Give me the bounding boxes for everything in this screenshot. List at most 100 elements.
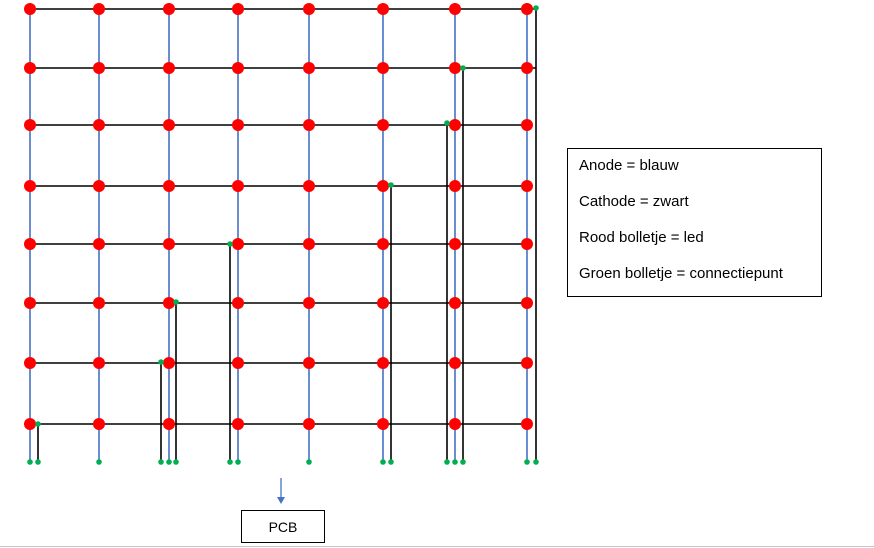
- connection-point: [166, 459, 172, 465]
- led-dot: [521, 62, 533, 74]
- led-dot: [377, 180, 389, 192]
- led-dot: [521, 180, 533, 192]
- connection-point: [227, 241, 233, 247]
- led-dot: [24, 418, 36, 430]
- connection-point: [306, 459, 312, 465]
- connection-point: [96, 459, 102, 465]
- led-dot: [377, 297, 389, 309]
- bottom-divider: [0, 546, 874, 547]
- connection-point: [35, 421, 41, 427]
- connection-point: [380, 459, 386, 465]
- led-dot: [449, 238, 461, 250]
- connection-point: [388, 182, 394, 188]
- connection-point: [27, 459, 33, 465]
- led-dot: [303, 62, 315, 74]
- led-dot: [377, 3, 389, 15]
- led-dot: [93, 3, 105, 15]
- led-dot: [93, 418, 105, 430]
- led-dot: [232, 418, 244, 430]
- connection-point: [235, 459, 241, 465]
- connection-point: [158, 459, 164, 465]
- led-dot: [163, 62, 175, 74]
- led-dot: [521, 3, 533, 15]
- led-dot: [449, 418, 461, 430]
- connection-point: [533, 5, 539, 11]
- connection-point: [460, 65, 466, 71]
- led-dot: [232, 357, 244, 369]
- legend-box: Anode = blauw Cathode = zwart Rood bolle…: [567, 148, 822, 297]
- led-dot: [521, 238, 533, 250]
- led-dot: [93, 297, 105, 309]
- connection-point: [227, 459, 233, 465]
- led-dot: [521, 297, 533, 309]
- led-dot: [24, 238, 36, 250]
- connection-point: [388, 459, 394, 465]
- anode-lines: [29, 9, 528, 462]
- led-dot: [163, 3, 175, 15]
- legend-anode-text: Anode = blauw: [579, 157, 679, 174]
- led-dot: [163, 418, 175, 430]
- led-dot: [232, 180, 244, 192]
- led-dot: [163, 180, 175, 192]
- legend-led-text: Rood bolletje = led: [579, 229, 704, 246]
- led-dot: [377, 418, 389, 430]
- led-dot: [24, 297, 36, 309]
- connection-point: [444, 120, 450, 126]
- led-dot: [232, 62, 244, 74]
- led-dot: [377, 238, 389, 250]
- led-dot: [24, 62, 36, 74]
- led-dot: [449, 297, 461, 309]
- led-dot: [93, 180, 105, 192]
- led-dot: [303, 238, 315, 250]
- led-dot: [93, 62, 105, 74]
- led-dot: [24, 357, 36, 369]
- connection-point: [460, 459, 466, 465]
- connection-point: [452, 459, 458, 465]
- led-dot: [303, 297, 315, 309]
- led-dot: [232, 238, 244, 250]
- led-dot: [521, 119, 533, 131]
- connection-point: [173, 459, 179, 465]
- connection-point: [524, 459, 530, 465]
- led-dot: [24, 3, 36, 15]
- led-dot: [449, 357, 461, 369]
- led-dot: [377, 62, 389, 74]
- led-dot: [377, 119, 389, 131]
- led-dot: [449, 62, 461, 74]
- led-dot: [24, 180, 36, 192]
- led-dot: [303, 119, 315, 131]
- led-dot: [163, 357, 175, 369]
- pcb-arrow: [277, 478, 285, 504]
- led-dot: [163, 297, 175, 309]
- led-dot: [303, 180, 315, 192]
- led-dot: [521, 357, 533, 369]
- led-dots: [24, 3, 533, 430]
- pcb-leads: [37, 8, 537, 462]
- legend-cathode-text: Cathode = zwart: [579, 193, 689, 210]
- pcb-label: PCB: [268, 518, 298, 535]
- connection-point: [444, 459, 450, 465]
- led-dot: [93, 357, 105, 369]
- led-dot: [163, 119, 175, 131]
- led-dot: [24, 119, 36, 131]
- led-dot: [449, 3, 461, 15]
- led-dot: [303, 357, 315, 369]
- led-dot: [449, 180, 461, 192]
- connection-points: [27, 5, 539, 465]
- led-dot: [232, 3, 244, 15]
- connection-point: [533, 459, 539, 465]
- led-dot: [377, 357, 389, 369]
- led-dot: [93, 238, 105, 250]
- legend-connection-text: Groen bolletje = connectiepunt: [579, 265, 783, 282]
- connection-point: [158, 359, 164, 365]
- pcb-box: PCB: [241, 510, 325, 543]
- led-dot: [521, 418, 533, 430]
- led-dot: [163, 238, 175, 250]
- led-dot: [303, 418, 315, 430]
- led-dot: [449, 119, 461, 131]
- led-dot: [232, 297, 244, 309]
- connection-point: [35, 459, 41, 465]
- led-dot: [232, 119, 244, 131]
- connection-point: [173, 299, 179, 305]
